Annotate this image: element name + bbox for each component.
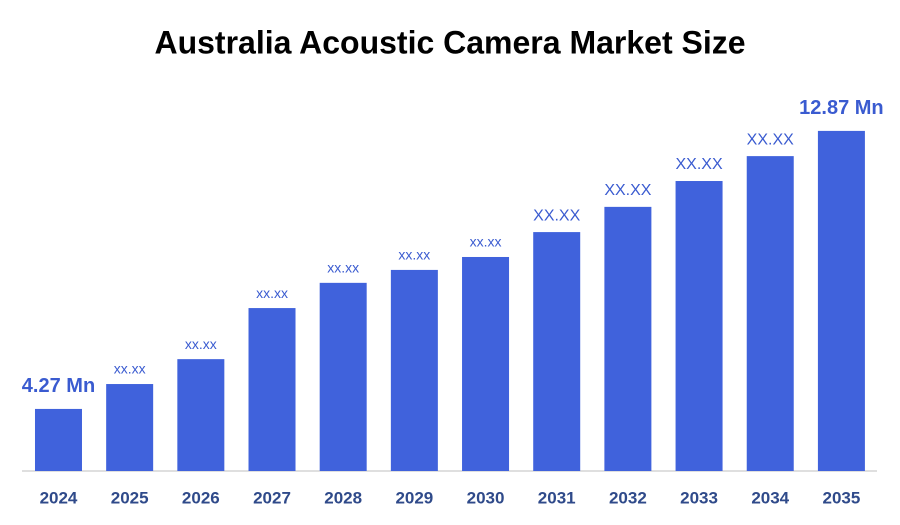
x-tick-label: 2024 — [40, 488, 78, 507]
data-label: XX.XX — [533, 207, 580, 224]
data-label: XX.XX — [675, 156, 722, 173]
x-tick-label: 2026 — [182, 488, 220, 507]
x-tick-label: 2032 — [609, 488, 647, 507]
x-tick-label: 2028 — [324, 488, 362, 507]
bar — [177, 359, 225, 471]
x-tick-label: 2029 — [395, 488, 433, 507]
data-label: xx.xx — [185, 336, 217, 352]
data-label: xx.xx — [114, 361, 146, 377]
bar — [462, 256, 510, 471]
x-tick-label: 2031 — [538, 488, 576, 507]
bar — [604, 206, 652, 472]
bar — [319, 282, 367, 471]
bar — [106, 384, 154, 471]
data-label: XX.XX — [747, 131, 794, 148]
bar — [390, 269, 438, 471]
x-tick-label: 2033 — [680, 488, 718, 507]
data-label: 4.27 Mn — [22, 375, 95, 397]
x-tick-label: 2030 — [467, 488, 505, 507]
bar — [533, 232, 581, 471]
x-tick-label: 2025 — [111, 488, 149, 507]
bar — [34, 408, 82, 471]
data-label: xx.xx — [470, 234, 502, 250]
bar — [746, 156, 794, 472]
data-label: 12.87 Mn — [799, 97, 883, 119]
data-label: xx.xx — [256, 285, 288, 301]
data-label: XX.XX — [604, 182, 651, 199]
data-label: xx.xx — [327, 260, 359, 276]
x-tick-label: 2027 — [253, 488, 291, 507]
bar — [675, 181, 723, 471]
bar — [248, 308, 296, 471]
chart-title: Australia Acoustic Camera Market Size — [154, 24, 745, 60]
x-tick-label: 2035 — [822, 488, 860, 507]
data-label: xx.xx — [398, 247, 430, 263]
x-tick-label: 2034 — [751, 488, 789, 507]
bar — [817, 130, 865, 471]
